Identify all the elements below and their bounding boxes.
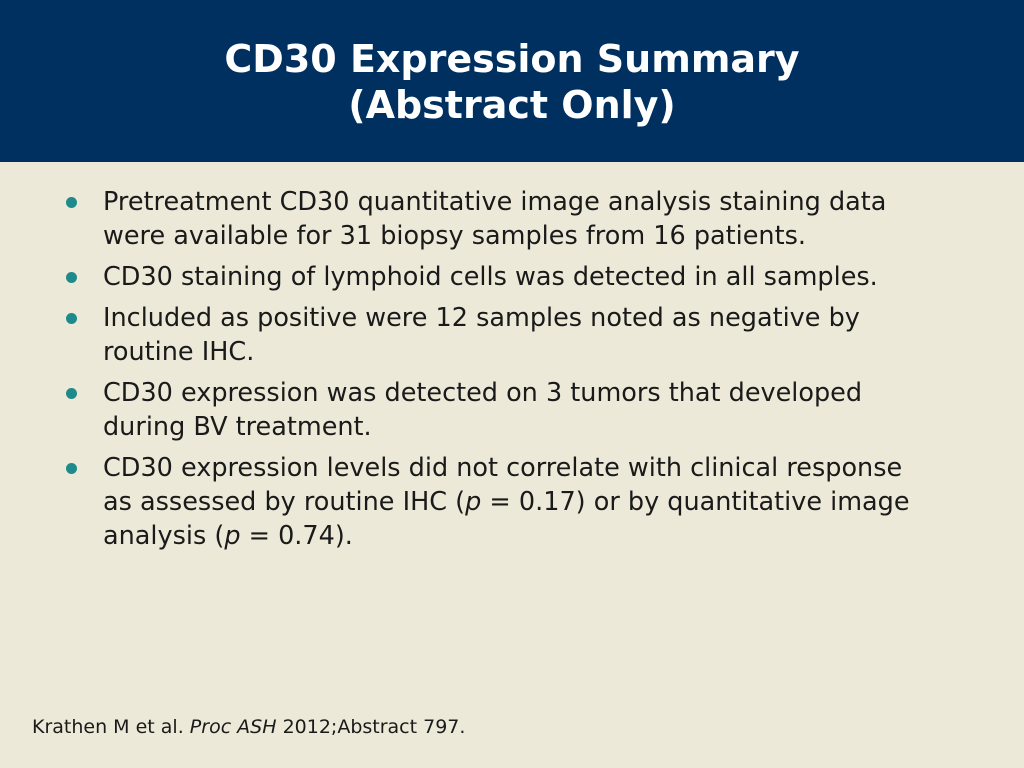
bullet: Pretreatment CD30 quantitative image ana… [0,185,913,253]
bullet-dot [66,388,77,399]
title-line: (Abstract Only) [348,83,676,127]
bullet-dot [66,272,77,283]
bullet: CD30 expression levels did not correlate… [0,451,913,553]
text-run: Pretreatment CD30 quantitative image ana… [103,187,887,251]
text-run: 2012;Abstract 797. [276,716,466,738]
italic-run: p [224,521,241,551]
bullet-dot [66,197,77,208]
text-run: CD30 expression levels did not correlate… [103,453,903,517]
text-run: CD30 expression was detected on 3 tumors… [103,378,863,442]
title-line: CD30 Expression Summary [224,37,800,81]
italic-run: Proc ASH [189,716,277,738]
bullet-dot [66,463,77,474]
bullet-dot [66,313,77,324]
citation: Krathen M et al. Proc ASH 2012;Abstract … [32,716,465,738]
text-run: = 0.17) or by quantitative image analysi… [103,487,910,551]
italic-run: p [465,487,482,517]
text-run: = 0.74). [240,521,353,551]
bullet: CD30 expression was detected on 3 tumors… [0,376,913,444]
bullet: Included as positive were 12 samples not… [0,301,913,369]
text-run: Krathen M et al. [32,716,190,738]
text-run: CD30 staining of lymphoid cells was dete… [103,262,878,292]
bullet-list: Pretreatment CD30 quantitative image ana… [0,185,1024,560]
header: CD30 Expression Summary (Abstract Only) [0,0,1024,162]
bullet: CD30 staining of lymphoid cells was dete… [0,260,913,294]
text-run: Included as positive were 12 samples not… [103,303,860,367]
